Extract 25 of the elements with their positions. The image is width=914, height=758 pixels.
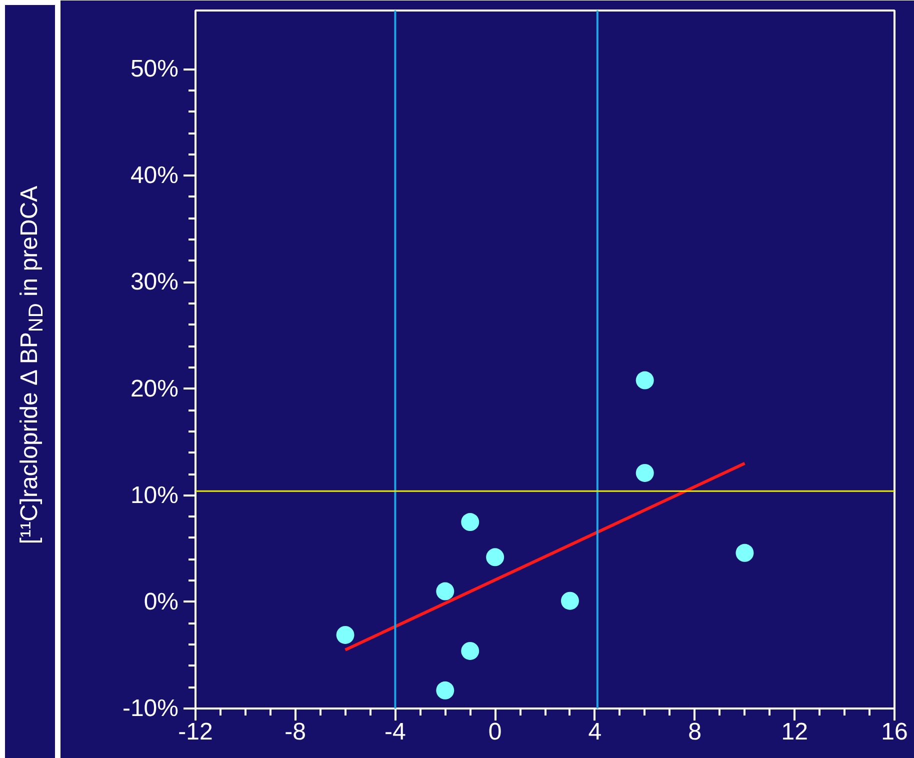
- point: [560, 592, 579, 610]
- point: [436, 681, 454, 700]
- x-tick-label: -12: [178, 718, 213, 746]
- y-tick-label: 40%: [130, 162, 179, 190]
- point: [736, 544, 754, 562]
- x-tick-label: -8: [284, 718, 306, 746]
- x-tick-label: 0: [488, 718, 502, 746]
- point: [486, 548, 504, 566]
- point: [636, 371, 654, 390]
- y-tick-label: 10%: [130, 482, 179, 509]
- point: [436, 582, 454, 600]
- y-tick-label: -10%: [122, 695, 179, 722]
- x-tick-label: 16: [881, 718, 908, 746]
- y-tick-label: 20%: [130, 375, 179, 402]
- y-tick-label: 50%: [130, 56, 179, 83]
- point: [636, 464, 654, 482]
- x-tick-label: -4: [384, 718, 406, 746]
- point: [461, 513, 480, 531]
- y-tick-label: 0%: [144, 588, 178, 616]
- y-tick-label: 30%: [130, 268, 179, 296]
- x-tick-label: 4: [588, 718, 602, 746]
- point: [336, 626, 354, 644]
- point: [461, 642, 480, 660]
- x-tick-label: 8: [688, 718, 702, 746]
- x-tick-label: 12: [781, 718, 808, 746]
